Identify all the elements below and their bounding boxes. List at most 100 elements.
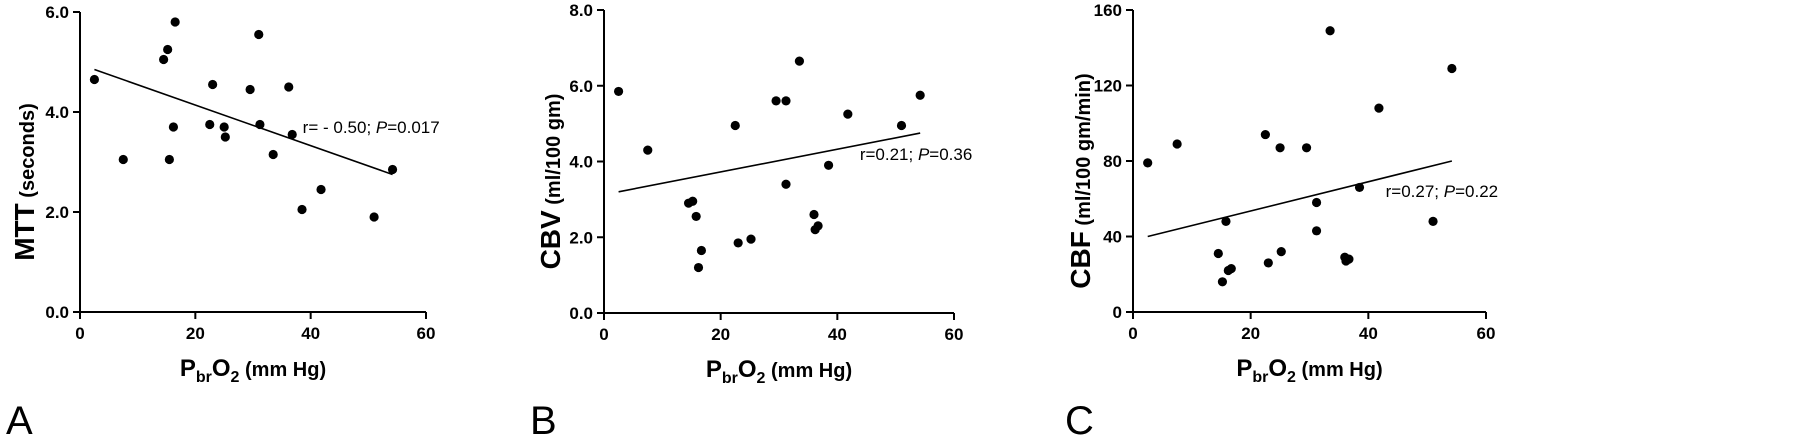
y-axis-title-unit: (ml/100 gm/min) (1073, 73, 1095, 225)
data-point (693, 262, 704, 273)
data-point (316, 184, 326, 195)
y-tick-label: 2.0 (569, 228, 593, 247)
panel-label: A (6, 399, 33, 442)
data-point (1301, 143, 1312, 153)
data-point (1213, 248, 1223, 259)
data-point (781, 179, 791, 189)
x-axis-title-o: O (1268, 355, 1287, 382)
x-tick-label: 0 (1128, 324, 1137, 343)
y-axis-title-main: CBF (1065, 231, 1096, 289)
y-axis-title: CBV (ml/100 gm) (535, 94, 566, 270)
y-tick-label: 40 (1103, 228, 1122, 247)
x-axis-title-sub-2: 2 (757, 370, 766, 387)
data-point (813, 221, 823, 231)
data-point (219, 122, 229, 132)
data-point (915, 90, 925, 100)
data-point (284, 82, 294, 92)
y-axis-title: MTT (seconds) (9, 103, 40, 261)
regression-line (618, 132, 921, 193)
x-tick-label: 40 (828, 325, 847, 344)
x-tick-label: 20 (711, 325, 730, 344)
x-tick-label: 0 (599, 325, 608, 344)
panel-b: 0.02.04.06.08.00 20 40 60r=0.21; P=0.36CBV … (530, 1, 972, 442)
regression-line (1147, 160, 1453, 238)
y-tick-label: 2.0 (45, 203, 69, 222)
annotation-p-value: =0.36 (929, 145, 972, 164)
annotation-p-symbol: P (918, 145, 930, 164)
data-point (254, 29, 264, 40)
data-point (696, 245, 707, 256)
annotation-r-value: r= - 0.50; (303, 118, 376, 137)
data-point (746, 234, 756, 244)
data-point (823, 160, 834, 170)
y-tick-label: 4.0 (45, 103, 69, 122)
x-tick-label: 60 (945, 325, 964, 344)
annotation-r-value: r=0.27; (1386, 182, 1444, 201)
correlation-annotation: r=0.27; P=0.22 (1386, 182, 1498, 201)
x-axis-title: PbrO2 (mm Hg) (180, 355, 326, 386)
data-point (1354, 182, 1365, 193)
x-axis-title-o: O (738, 356, 757, 383)
data-point (781, 96, 791, 106)
x-axis-title-sub-2: 2 (231, 369, 240, 386)
data-point (1428, 216, 1438, 226)
data-point (1374, 103, 1384, 113)
y-axis-title-main: CBV (535, 210, 566, 269)
x-tick-label: 20 (1241, 324, 1260, 343)
y-tick-label: 80 (1103, 152, 1122, 171)
data-point (1276, 247, 1286, 257)
x-tick-label: 0 (75, 324, 84, 343)
data-point (159, 54, 169, 65)
panel-label: C (1065, 399, 1094, 442)
data-point (245, 84, 255, 95)
data-point (643, 145, 653, 155)
x-axis-title-p: P (1236, 355, 1252, 382)
y-tick-label: 0 (1113, 303, 1122, 322)
y-tick-label: 6.0 (45, 3, 69, 22)
data-point (691, 211, 701, 222)
x-axis-title-unit-text: (mm Hg) (245, 359, 326, 381)
x-axis-title: PbrO2 (mm Hg) (706, 356, 852, 387)
y-tick-label: 0.0 (569, 304, 593, 323)
data-point (297, 204, 307, 215)
data-point (688, 196, 698, 206)
x-axis-title: PbrO2 (mm Hg) (1236, 355, 1382, 386)
x-axis-title-sub-br: br (1252, 369, 1268, 386)
data-point (1263, 258, 1273, 268)
data-point (369, 212, 379, 222)
data-point (1221, 216, 1231, 226)
data-point (220, 132, 230, 142)
y-axis-title-unit: (ml/100 gm) (543, 94, 565, 205)
data-point (733, 238, 743, 248)
data-point (809, 209, 819, 220)
x-axis-title-unit-text: (mm Hg) (771, 360, 852, 382)
data-point (843, 109, 853, 119)
x-tick-label: 40 (1359, 324, 1378, 343)
data-point (613, 86, 624, 97)
x-tick-label: 60 (417, 324, 436, 343)
annotation-r-value: r=0.21; (860, 145, 918, 164)
x-axis-title-sub-br: br (196, 369, 212, 386)
data-point (730, 120, 740, 131)
data-point (1344, 254, 1354, 264)
x-axis-title-sub-2: 2 (1287, 369, 1296, 386)
x-axis-title-sub-br: br (722, 370, 738, 387)
data-point (89, 74, 100, 85)
data-point (1275, 143, 1285, 153)
y-axis-title: CBF (ml/100 gm/min) (1065, 73, 1096, 288)
data-point (164, 154, 174, 165)
regression-line (94, 68, 393, 176)
data-point (794, 56, 805, 66)
data-point (208, 79, 218, 90)
data-point (771, 96, 781, 106)
x-axis-title-o: O (212, 355, 231, 382)
x-axis-title-unit-text: (mm Hg) (1302, 359, 1383, 381)
data-point (1447, 63, 1457, 74)
y-axis-title-unit: (seconds) (17, 103, 39, 197)
annotation-p-symbol: P (376, 118, 388, 137)
data-point (170, 17, 180, 27)
data-point (205, 119, 215, 130)
data-point (1325, 26, 1335, 36)
